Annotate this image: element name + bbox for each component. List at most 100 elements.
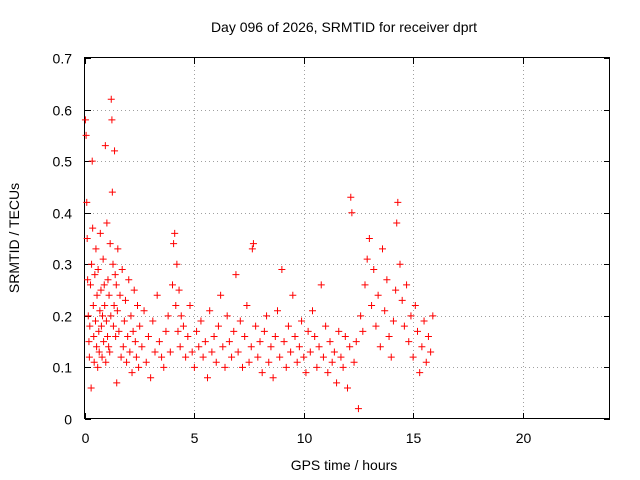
data-point	[92, 317, 99, 325]
data-point	[411, 302, 419, 310]
data-point	[136, 322, 144, 330]
data-point	[84, 312, 92, 320]
data-point	[400, 322, 408, 330]
data-point	[359, 327, 367, 335]
y-tick-label: 0	[64, 412, 72, 428]
y-tick-label: 0.4	[53, 206, 73, 222]
data-point	[90, 332, 98, 340]
data-point	[100, 281, 108, 289]
data-point	[110, 302, 118, 310]
data-point	[94, 265, 102, 273]
data-point	[393, 219, 401, 227]
data-point	[361, 281, 369, 289]
data-point	[104, 276, 112, 284]
data-point	[405, 338, 413, 346]
data-point	[151, 348, 159, 356]
data-point	[350, 358, 358, 366]
data-point	[398, 296, 406, 304]
y-tick-label: 0.5	[53, 154, 73, 170]
data-point	[293, 358, 301, 366]
data-point	[109, 322, 117, 330]
data-point	[204, 374, 211, 382]
data-point	[90, 358, 98, 366]
data-point	[403, 281, 411, 289]
data-point	[249, 240, 257, 248]
data-point	[83, 198, 91, 206]
data-point	[280, 338, 288, 346]
data-point	[420, 317, 428, 325]
x-tick-label: 0	[82, 430, 90, 446]
data-point	[282, 363, 290, 371]
data-point	[396, 260, 404, 268]
data-point	[101, 142, 109, 150]
data-point	[135, 363, 143, 371]
data-point	[245, 358, 253, 366]
data-point	[112, 332, 120, 340]
data-point	[121, 296, 129, 304]
data-point	[313, 363, 321, 371]
data-point	[197, 317, 205, 325]
data-point	[164, 312, 172, 320]
data-point	[206, 307, 214, 315]
x-tick-label: 5	[191, 430, 199, 446]
data-point	[172, 302, 180, 310]
data-point	[221, 363, 229, 371]
data-point	[258, 369, 266, 377]
data-point	[184, 332, 192, 340]
data-point	[276, 353, 284, 361]
data-point	[107, 95, 115, 103]
data-point	[130, 286, 138, 294]
data-point	[101, 302, 109, 310]
data-point	[289, 291, 297, 299]
data-point	[97, 286, 105, 294]
data-point	[274, 307, 281, 315]
data-point	[263, 312, 271, 320]
data-point	[171, 229, 179, 237]
data-point	[372, 322, 380, 330]
data-point	[368, 302, 376, 310]
data-point	[86, 281, 94, 289]
data-point	[252, 322, 260, 330]
data-point	[333, 379, 341, 387]
data-point	[120, 317, 128, 325]
data-point	[128, 369, 136, 377]
data-point	[422, 358, 430, 366]
data-point	[85, 353, 93, 361]
y-tick-label: 0.2	[53, 309, 73, 325]
data-point	[106, 240, 114, 248]
data-point	[199, 353, 207, 361]
data-point	[99, 312, 106, 320]
data-point	[254, 353, 262, 361]
data-point	[138, 343, 146, 351]
data-point	[239, 363, 246, 371]
data-point	[111, 147, 119, 155]
data-point	[109, 260, 117, 268]
data-point	[284, 322, 292, 330]
data-point	[234, 348, 242, 356]
data-point	[82, 131, 90, 139]
y-tick-label: 0.3	[53, 257, 73, 273]
data-point	[102, 358, 110, 366]
data-point	[88, 157, 96, 165]
data-point	[337, 353, 345, 361]
data-point	[123, 358, 131, 366]
data-point	[232, 271, 240, 279]
data-point	[99, 255, 107, 263]
data-point	[125, 276, 133, 284]
data-point	[193, 327, 201, 335]
data-point	[92, 245, 100, 253]
data-point	[217, 291, 225, 299]
data-point	[93, 291, 101, 299]
data-point	[247, 343, 255, 351]
data-point	[85, 338, 93, 346]
data-point	[212, 358, 220, 366]
data-point	[346, 343, 354, 351]
data-point	[132, 353, 140, 361]
data-point	[248, 245, 256, 253]
data-point	[416, 369, 424, 377]
data-point	[182, 353, 190, 361]
data-point	[114, 245, 122, 253]
data-point	[228, 353, 236, 361]
data-point	[363, 255, 371, 263]
data-point	[108, 116, 116, 124]
